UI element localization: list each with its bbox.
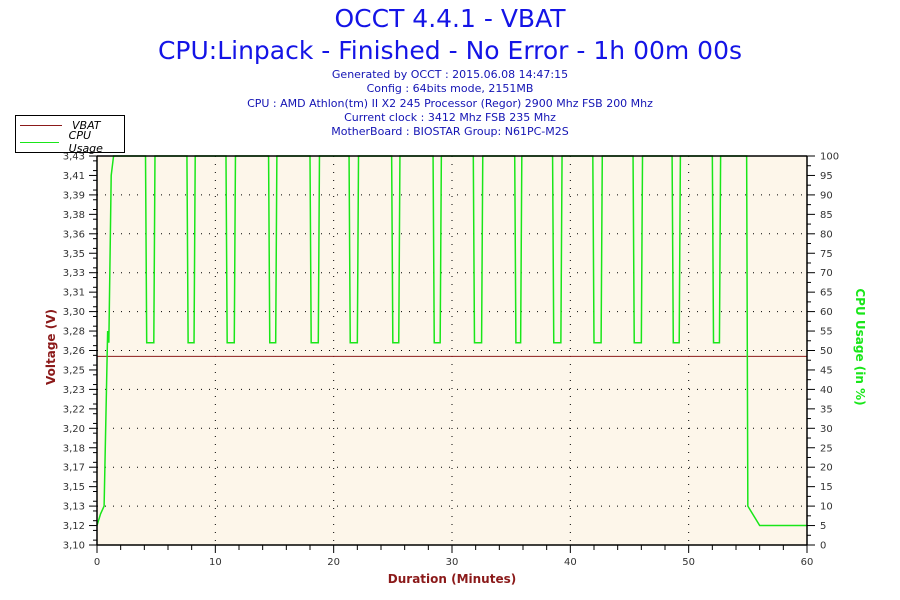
svg-text:10: 10 [209, 557, 222, 568]
chart-subtitle: CPU:Linpack - Finished - No Error - 1h 0… [157, 36, 743, 65]
svg-text:3,15: 3,15 [63, 482, 85, 493]
svg-text:3,26: 3,26 [63, 346, 85, 357]
system-info: Generated by OCCT : 2015.06.08 14:47:15 … [0, 68, 900, 139]
cpu-line-swatch-icon [20, 141, 59, 143]
svg-text:3,41: 3,41 [63, 171, 85, 182]
svg-text:0: 0 [94, 557, 100, 568]
svg-text:3,30: 3,30 [63, 307, 85, 318]
svg-text:60: 60 [820, 307, 833, 318]
svg-text:3,25: 3,25 [63, 365, 85, 376]
svg-text:3,12: 3,12 [63, 521, 85, 532]
svg-text:50: 50 [682, 557, 695, 568]
legend-item-vbat: VBAT [20, 117, 101, 133]
svg-text:80: 80 [820, 229, 833, 240]
svg-text:3,28: 3,28 [63, 327, 85, 338]
y-axis-label-right: CPU Usage (in %) [853, 288, 867, 406]
svg-text:95: 95 [820, 171, 833, 182]
y-axis-label-left: Voltage (V) [44, 309, 58, 385]
svg-text:85: 85 [820, 210, 833, 221]
svg-text:3,31: 3,31 [63, 288, 85, 299]
svg-text:3,33: 3,33 [63, 268, 85, 279]
svg-text:40: 40 [820, 385, 833, 396]
svg-text:65: 65 [820, 288, 833, 299]
svg-text:3,22: 3,22 [63, 404, 85, 415]
legend-label: VBAT [72, 118, 101, 132]
svg-text:3,17: 3,17 [63, 463, 85, 474]
x-axis-label: Duration (Minutes) [387, 572, 517, 586]
legend: VBAT CPU Usage [15, 115, 125, 155]
svg-text:3,39: 3,39 [63, 190, 85, 201]
svg-text:3,20: 3,20 [63, 424, 85, 435]
svg-text:100: 100 [820, 152, 839, 163]
svg-text:0: 0 [820, 541, 826, 552]
svg-text:3,38: 3,38 [63, 210, 85, 221]
info-clock: Current clock : 3412 Mhz FSB 235 Mhz [344, 110, 556, 124]
svg-text:10: 10 [820, 502, 833, 513]
legend-label: CPU Usage [68, 129, 103, 155]
vbat-line-swatch-icon [20, 124, 62, 126]
svg-text:20: 20 [820, 463, 833, 474]
legend-item-cpu-usage: CPU Usage [20, 129, 124, 155]
info-generated: Generated by OCCT : 2015.06.08 14:47:15 [331, 68, 569, 81]
svg-text:3,43: 3,43 [63, 152, 85, 163]
svg-text:3,36: 3,36 [63, 229, 85, 240]
svg-text:35: 35 [820, 404, 833, 415]
info-cpu: CPU : AMD Athlon(tm) II X2 245 Processor… [247, 96, 653, 110]
chart-title: OCCT 4.4.1 - VBAT [334, 4, 566, 33]
svg-text:5: 5 [820, 521, 826, 532]
svg-text:3,23: 3,23 [63, 385, 85, 396]
svg-text:15: 15 [820, 482, 833, 493]
svg-text:75: 75 [820, 249, 833, 260]
svg-text:3,13: 3,13 [63, 502, 85, 513]
svg-text:40: 40 [564, 557, 577, 568]
svg-text:3,10: 3,10 [63, 541, 85, 552]
svg-text:90: 90 [820, 190, 833, 201]
svg-text:70: 70 [820, 268, 833, 279]
svg-text:60: 60 [801, 557, 814, 568]
svg-text:3,35: 3,35 [63, 249, 85, 260]
svg-text:30: 30 [820, 424, 833, 435]
svg-text:25: 25 [820, 443, 833, 454]
svg-text:20: 20 [327, 557, 340, 568]
info-config: Config : 64bits mode, 2151MB [366, 82, 534, 96]
info-motherboard: MotherBoard : BIOSTAR Group: N61PC-M2S [331, 125, 569, 139]
svg-text:50: 50 [820, 346, 833, 357]
svg-text:55: 55 [820, 327, 833, 338]
svg-text:30: 30 [446, 557, 459, 568]
svg-text:45: 45 [820, 365, 833, 376]
svg-text:3,18: 3,18 [63, 443, 85, 454]
